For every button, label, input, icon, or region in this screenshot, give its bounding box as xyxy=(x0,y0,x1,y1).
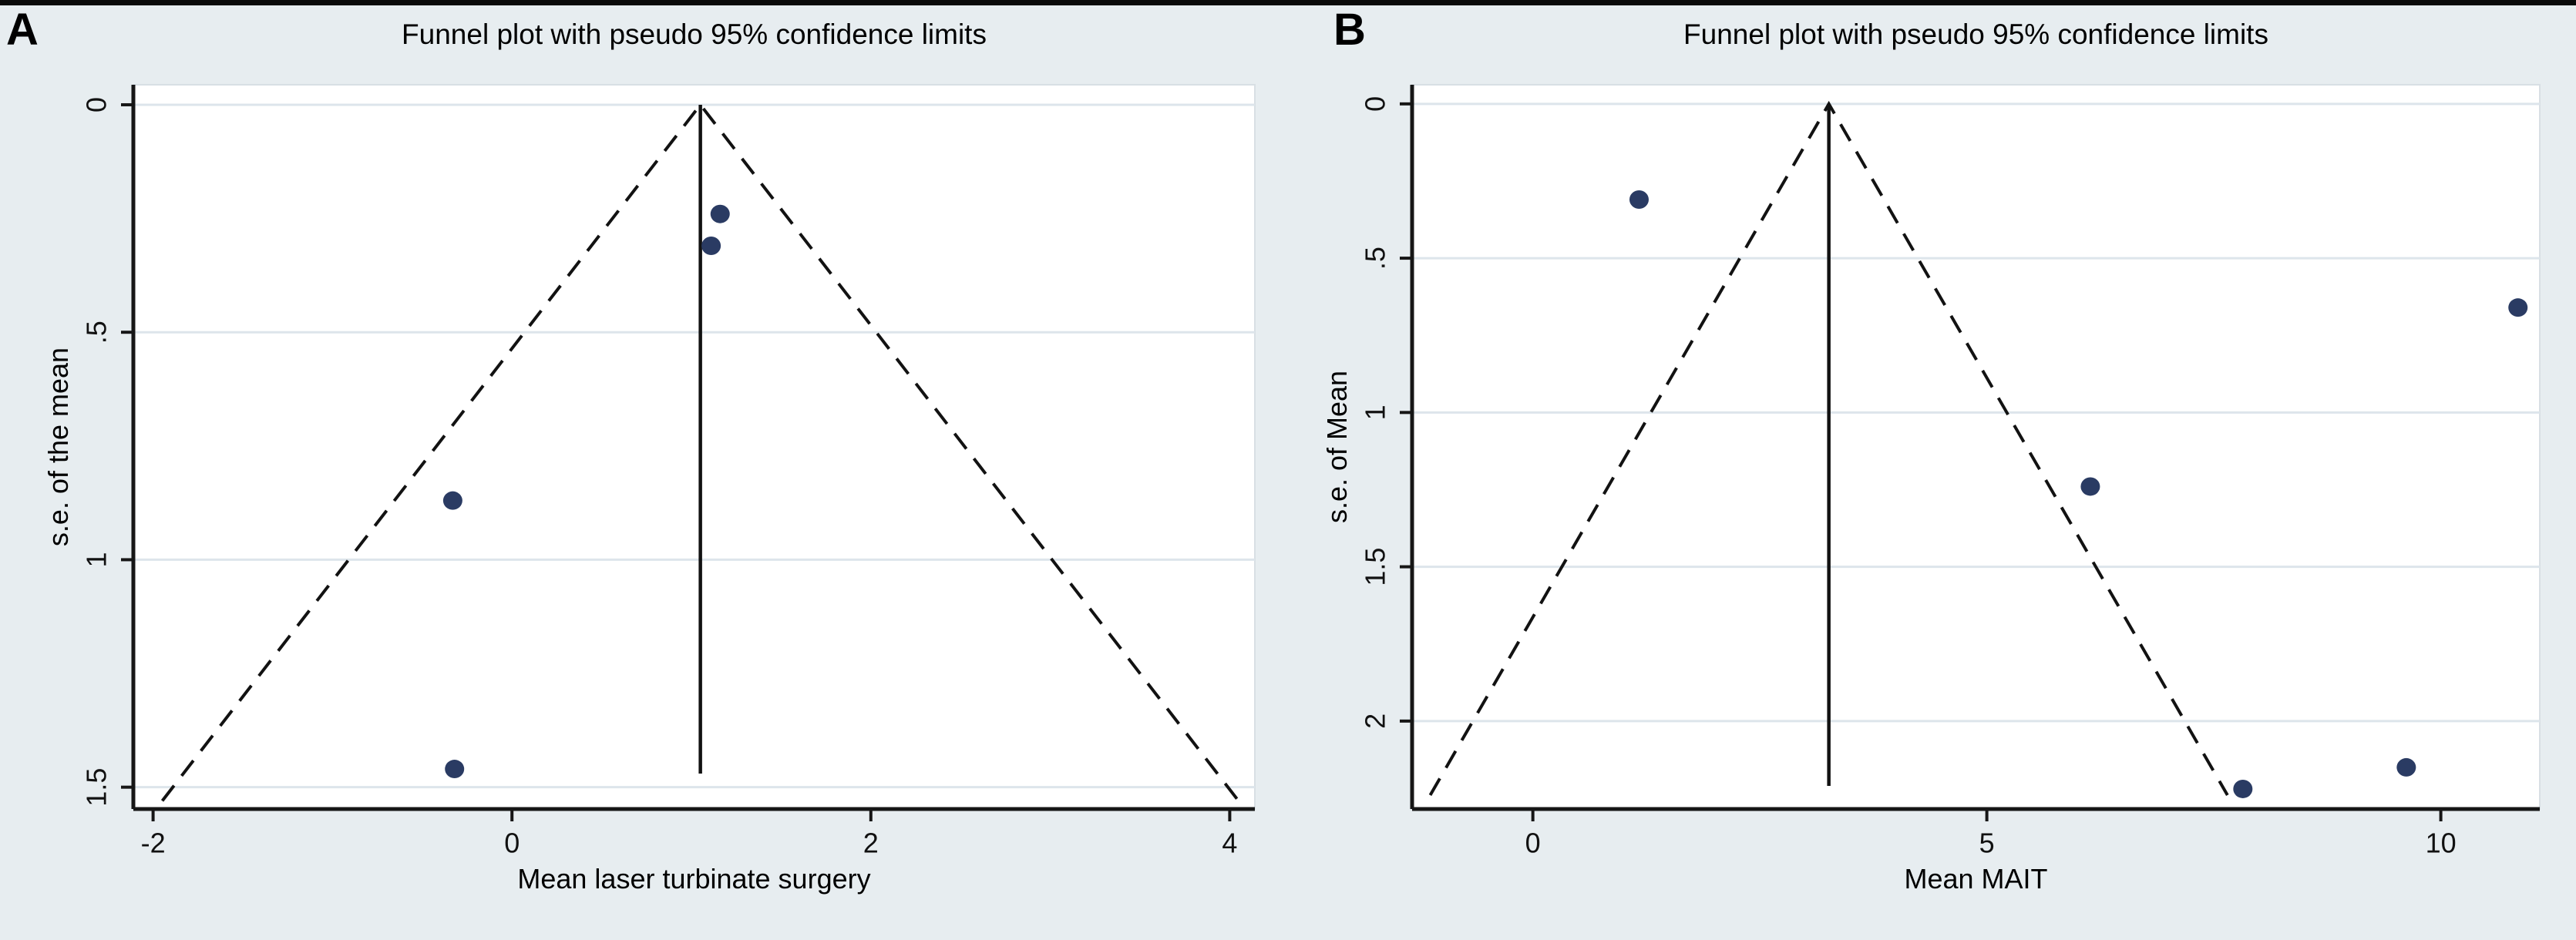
y-tick-label: .5 xyxy=(1360,247,1391,270)
study-point xyxy=(2396,757,2416,777)
y-tick-label: 1.5 xyxy=(81,768,113,807)
y-tick-label: 2 xyxy=(1360,713,1391,729)
panel-a-title: Funnel plot with pseudo 95% confidence l… xyxy=(402,18,987,50)
panel-b-x-axis-title: Mean MAIT xyxy=(1904,863,2048,895)
x-tick-label: 0 xyxy=(504,827,520,858)
study-point xyxy=(2508,298,2528,317)
x-tick-label: 0 xyxy=(1525,827,1541,858)
y-tick-label: 1 xyxy=(1360,405,1391,420)
figure-top-border xyxy=(0,0,2576,5)
funnel-panel-b: 0 .5 1 1.5 2 0 5 10 xyxy=(1360,84,2541,858)
panel-a-x-axis-title: Mean laser turbinate surgery xyxy=(517,863,871,895)
panel-a-y-axis-title: s.e. of the mean xyxy=(42,347,74,547)
y-tick-label: 1 xyxy=(81,552,113,567)
study-point xyxy=(1629,190,1649,209)
y-tick-label: 0 xyxy=(1360,96,1391,112)
study-point xyxy=(701,237,721,256)
panel-label-b: B xyxy=(1333,5,1366,55)
study-point xyxy=(2233,779,2253,798)
panel-b-title: Funnel plot with pseudo 95% confidence l… xyxy=(1683,18,2268,50)
plot-area xyxy=(133,84,1256,810)
y-tick-label: 1.5 xyxy=(1360,548,1391,586)
panel-label-a: A xyxy=(6,5,39,55)
x-tick-label: 5 xyxy=(1979,827,1995,858)
study-point xyxy=(442,491,462,510)
x-tick-label: 10 xyxy=(2426,827,2457,858)
panel-b-y-axis-title: s.e. of Mean xyxy=(1321,370,1353,524)
y-tick-label: 0 xyxy=(81,97,113,112)
study-point xyxy=(710,204,730,223)
x-tick-label: 4 xyxy=(1222,827,1237,858)
y-tick-label: .5 xyxy=(81,321,113,344)
x-tick-label: 2 xyxy=(863,827,879,858)
x-tick-label: -2 xyxy=(141,827,166,858)
funnel-panel-a: 0 .5 1 1.5 -2 0 2 4 xyxy=(81,84,1256,858)
plot-area xyxy=(1411,84,2541,810)
study-point xyxy=(445,760,465,779)
funnel-ci-dashed-lines xyxy=(160,102,1240,802)
study-point xyxy=(2080,477,2100,496)
